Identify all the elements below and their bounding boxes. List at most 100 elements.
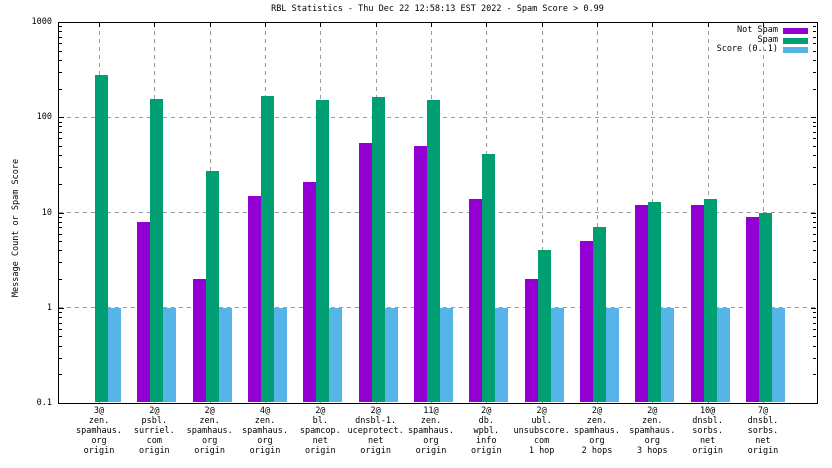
y-minor-tick-right [813,50,816,52]
bar-spam [205,171,219,402]
gridline-x [541,23,543,403]
bar-score-0-1 [329,307,343,402]
x-tick-top [154,23,156,27]
x-category-label: 2@ zen. spamhaus. org origin [186,406,233,456]
y-minor-tick-right [813,167,816,169]
legend-label-score: Score (0..1) [716,44,778,54]
bar-score-0-1 [439,307,453,402]
y-major-tick-left [59,307,64,309]
y-tick-label: 1000 [31,17,52,27]
x-tick-top [375,23,377,27]
x-category-label: 2@ zen. spamhaus. org 2 hops [573,406,620,456]
bar-not-spam [137,221,151,402]
y-minor-tick-right [813,132,816,133]
y-tick-label: 1 [46,302,52,313]
y-minor-tick-right [813,43,816,45]
bar-not-spam [745,216,759,402]
y-minor-tick-left [59,322,62,324]
bar-spam [592,227,606,402]
bar-not-spam [524,279,538,402]
y-major-tick-left [59,22,64,23]
y-minor-tick-left [59,167,62,169]
bar-spam [150,99,164,402]
y-minor-tick-left [59,345,62,347]
y-minor-tick-left [59,250,62,252]
y-minor-tick-left [59,262,62,264]
x-category-label: 2@ dnsbl-1. uceprotect. net origin [347,406,404,456]
bar-spam [371,96,385,402]
x-category-label: 10@ dnsbl. sorbs. net origin [692,406,723,456]
y-minor-tick-right [813,336,816,338]
y-minor-tick-left [59,145,62,147]
y-major-tick-left [59,212,64,214]
y-minor-tick-right [813,88,816,90]
y-axis-label: Message Count or Spam Score [11,158,21,298]
legend-swatch-not-spam [783,27,808,34]
y-minor-tick-left [59,132,62,133]
y-minor-tick-left [59,138,62,140]
y-minor-tick-left [59,221,62,223]
legend-item-not-spam: Not Spam [737,26,808,35]
y-major-tick-right [811,22,816,23]
x-tick-top [320,23,322,27]
legend-item-score: Score (0..1) [717,45,808,54]
y-major-tick-right [811,212,816,214]
bar-not-spam [579,241,593,402]
bar-spam [482,154,496,402]
y-minor-tick-left [59,50,62,52]
x-category-label: 3@ zen. spamhaus. org origin [75,406,123,456]
x-tick-top [264,23,266,27]
bar-spam [703,198,717,402]
y-minor-tick-right [813,279,816,281]
x-category-label: 11@ zen. spamhaus. org origin [407,406,454,456]
y-minor-tick-left [59,336,62,338]
y-minor-tick-right [813,138,816,140]
y-minor-tick-right [813,316,816,318]
y-minor-tick-right [813,26,816,28]
y-minor-tick-left [59,233,62,235]
x-tick-top [596,23,598,27]
legend-label-not-spam: Not Spam [737,25,778,35]
bar-score-0-1 [108,307,121,402]
y-minor-tick-right [813,121,816,123]
y-minor-tick-left [59,121,62,123]
y-minor-tick-right [813,345,816,347]
bar-spam [316,99,330,402]
y-major-tick-right [811,307,816,309]
x-tick-top [209,23,211,27]
bar-score-0-1 [273,307,287,402]
y-minor-tick-left [59,216,62,218]
x-tick-top [99,23,100,27]
y-minor-tick-left [59,279,62,281]
bar-not-spam [192,279,206,402]
y-minor-tick-right [813,374,816,376]
y-minor-tick-right [813,221,816,223]
y-minor-tick-left [59,26,62,28]
y-major-tick-right [811,117,816,119]
y-minor-tick-left [59,357,62,359]
bar-not-spam [247,195,261,402]
x-tick-top [762,23,764,27]
bar-not-spam [413,145,427,402]
bar-spam [537,250,551,402]
x-tick-top [430,23,432,27]
bar-spam [260,95,274,402]
y-minor-tick-right [813,36,816,38]
y-minor-tick-left [59,241,62,243]
bar-spam [95,74,108,402]
bar-not-spam [469,198,483,402]
bar-score-0-1 [605,307,619,402]
bar-not-spam [635,204,649,402]
x-category-label: 7@ dnsbl. sorbs. net origin [747,406,779,456]
y-minor-tick-right [813,322,816,324]
y-minor-tick-right [813,250,816,252]
x-tick-top [486,23,488,27]
y-minor-tick-left [59,88,62,90]
bar-not-spam [358,142,372,402]
legend-item-spam: Spam [758,36,808,45]
y-minor-tick-left [59,227,62,229]
y-minor-tick-right [813,183,816,185]
y-minor-tick-right [813,145,816,147]
y-minor-tick-right [813,71,816,73]
